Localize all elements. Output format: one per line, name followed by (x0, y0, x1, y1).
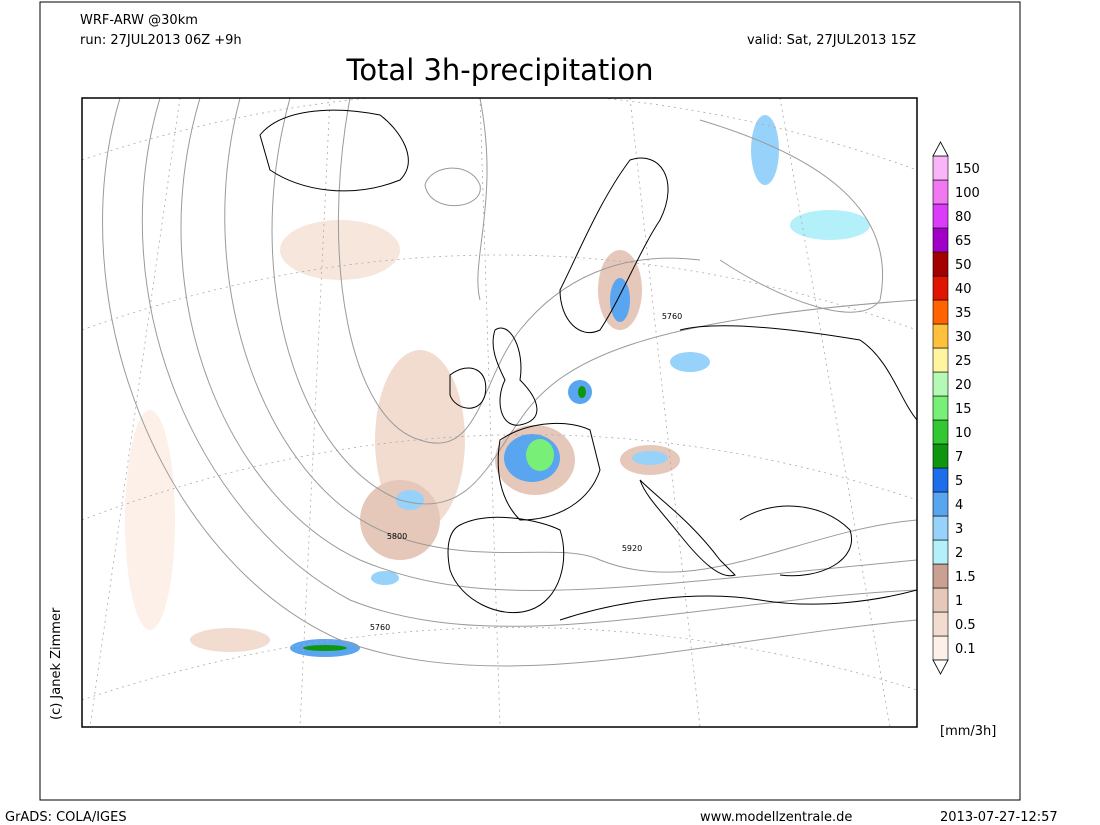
colorbar-box (932, 443, 949, 469)
footer-center: www.modellzentrale.de (700, 810, 852, 825)
colorbar-label: 65 (955, 234, 972, 249)
colorbar-box (932, 587, 949, 613)
colorbar-box (932, 299, 949, 325)
colorbar-label: 30 (955, 330, 972, 345)
colorbar-label: 7 (955, 450, 963, 465)
figure-frame (39, 1, 1021, 801)
height-contours (102, 98, 917, 667)
colorbar-box (932, 179, 949, 205)
colorbar-box (932, 347, 949, 373)
colorbar-box (932, 323, 949, 349)
colorbar-label: 3 (955, 522, 963, 537)
run-label: run: 27JUL2013 06Z +9h (80, 33, 242, 48)
colorbar-box (932, 155, 949, 181)
colorbar-label: 35 (955, 306, 972, 321)
colorbar-label: 50 (955, 258, 972, 273)
colorbar-box (932, 491, 949, 517)
colorbar-box (932, 251, 949, 277)
colorbar-label: 0.5 (955, 618, 976, 633)
contour-label: 5920 (622, 544, 642, 553)
colorbar-label: 15 (955, 402, 972, 417)
colorbar-box (932, 563, 949, 589)
colorbar-label: 4 (955, 498, 963, 513)
credit: (c) Janek Zimmer (49, 607, 64, 720)
colorbar-label: 40 (955, 282, 972, 297)
colorbar-box (932, 467, 949, 493)
colorbar-box (932, 611, 949, 637)
colorbar-top-arrow (932, 141, 949, 157)
coastlines (259, 109, 917, 621)
colorbar-box (932, 275, 949, 301)
contour-label: 5760 (662, 312, 682, 321)
map-frame (81, 97, 918, 728)
colorbar-label: 2 (955, 546, 963, 561)
contour-label: 5760 (370, 623, 390, 632)
valid-label: valid: Sat, 27JUL2013 15Z (747, 33, 916, 48)
contour-label: 5800 (387, 532, 407, 541)
colorbar-box (932, 227, 949, 253)
colorbar: 0.1 0.5 1 1.5 2 3 4 5 7 10 15 20 25 30 35 40 50 65 80 100 15… (932, 141, 980, 675)
precip-shading (125, 115, 870, 657)
model-label: WRF-ARW @30km (80, 13, 198, 28)
footer-left: GrADS: COLA/IGES (5, 810, 127, 825)
colorbar-label: 1.5 (955, 570, 976, 585)
colorbar-label: 150 (955, 162, 980, 177)
colorbar-label: 5 (955, 474, 963, 489)
colorbar-label: 20 (955, 378, 972, 393)
colorbar-label: 0.1 (955, 642, 976, 657)
footer-right: 2013-07-27-12:57 (940, 810, 1058, 825)
colorbar-box (932, 515, 949, 541)
colorbar-box (932, 635, 949, 661)
colorbar-label: 25 (955, 354, 972, 369)
colorbar-label: 1 (955, 594, 963, 609)
colorbar-label: 10 (955, 426, 972, 441)
map-title: Total 3h-precipitation (346, 53, 654, 87)
colorbar-box (932, 539, 949, 565)
map-area: 5760 5800 5920 5760 (81, 97, 918, 728)
colorbar-label: 100 (955, 186, 980, 201)
colorbar-box (932, 371, 949, 397)
graticule (82, 98, 917, 727)
colorbar-label: 80 (955, 210, 972, 225)
colorbar-box (932, 419, 949, 445)
colorbar-unit: [mm/3h] (940, 724, 996, 739)
colorbar-box (932, 203, 949, 229)
colorbar-box (932, 395, 949, 421)
colorbar-bottom-arrow (932, 659, 949, 675)
